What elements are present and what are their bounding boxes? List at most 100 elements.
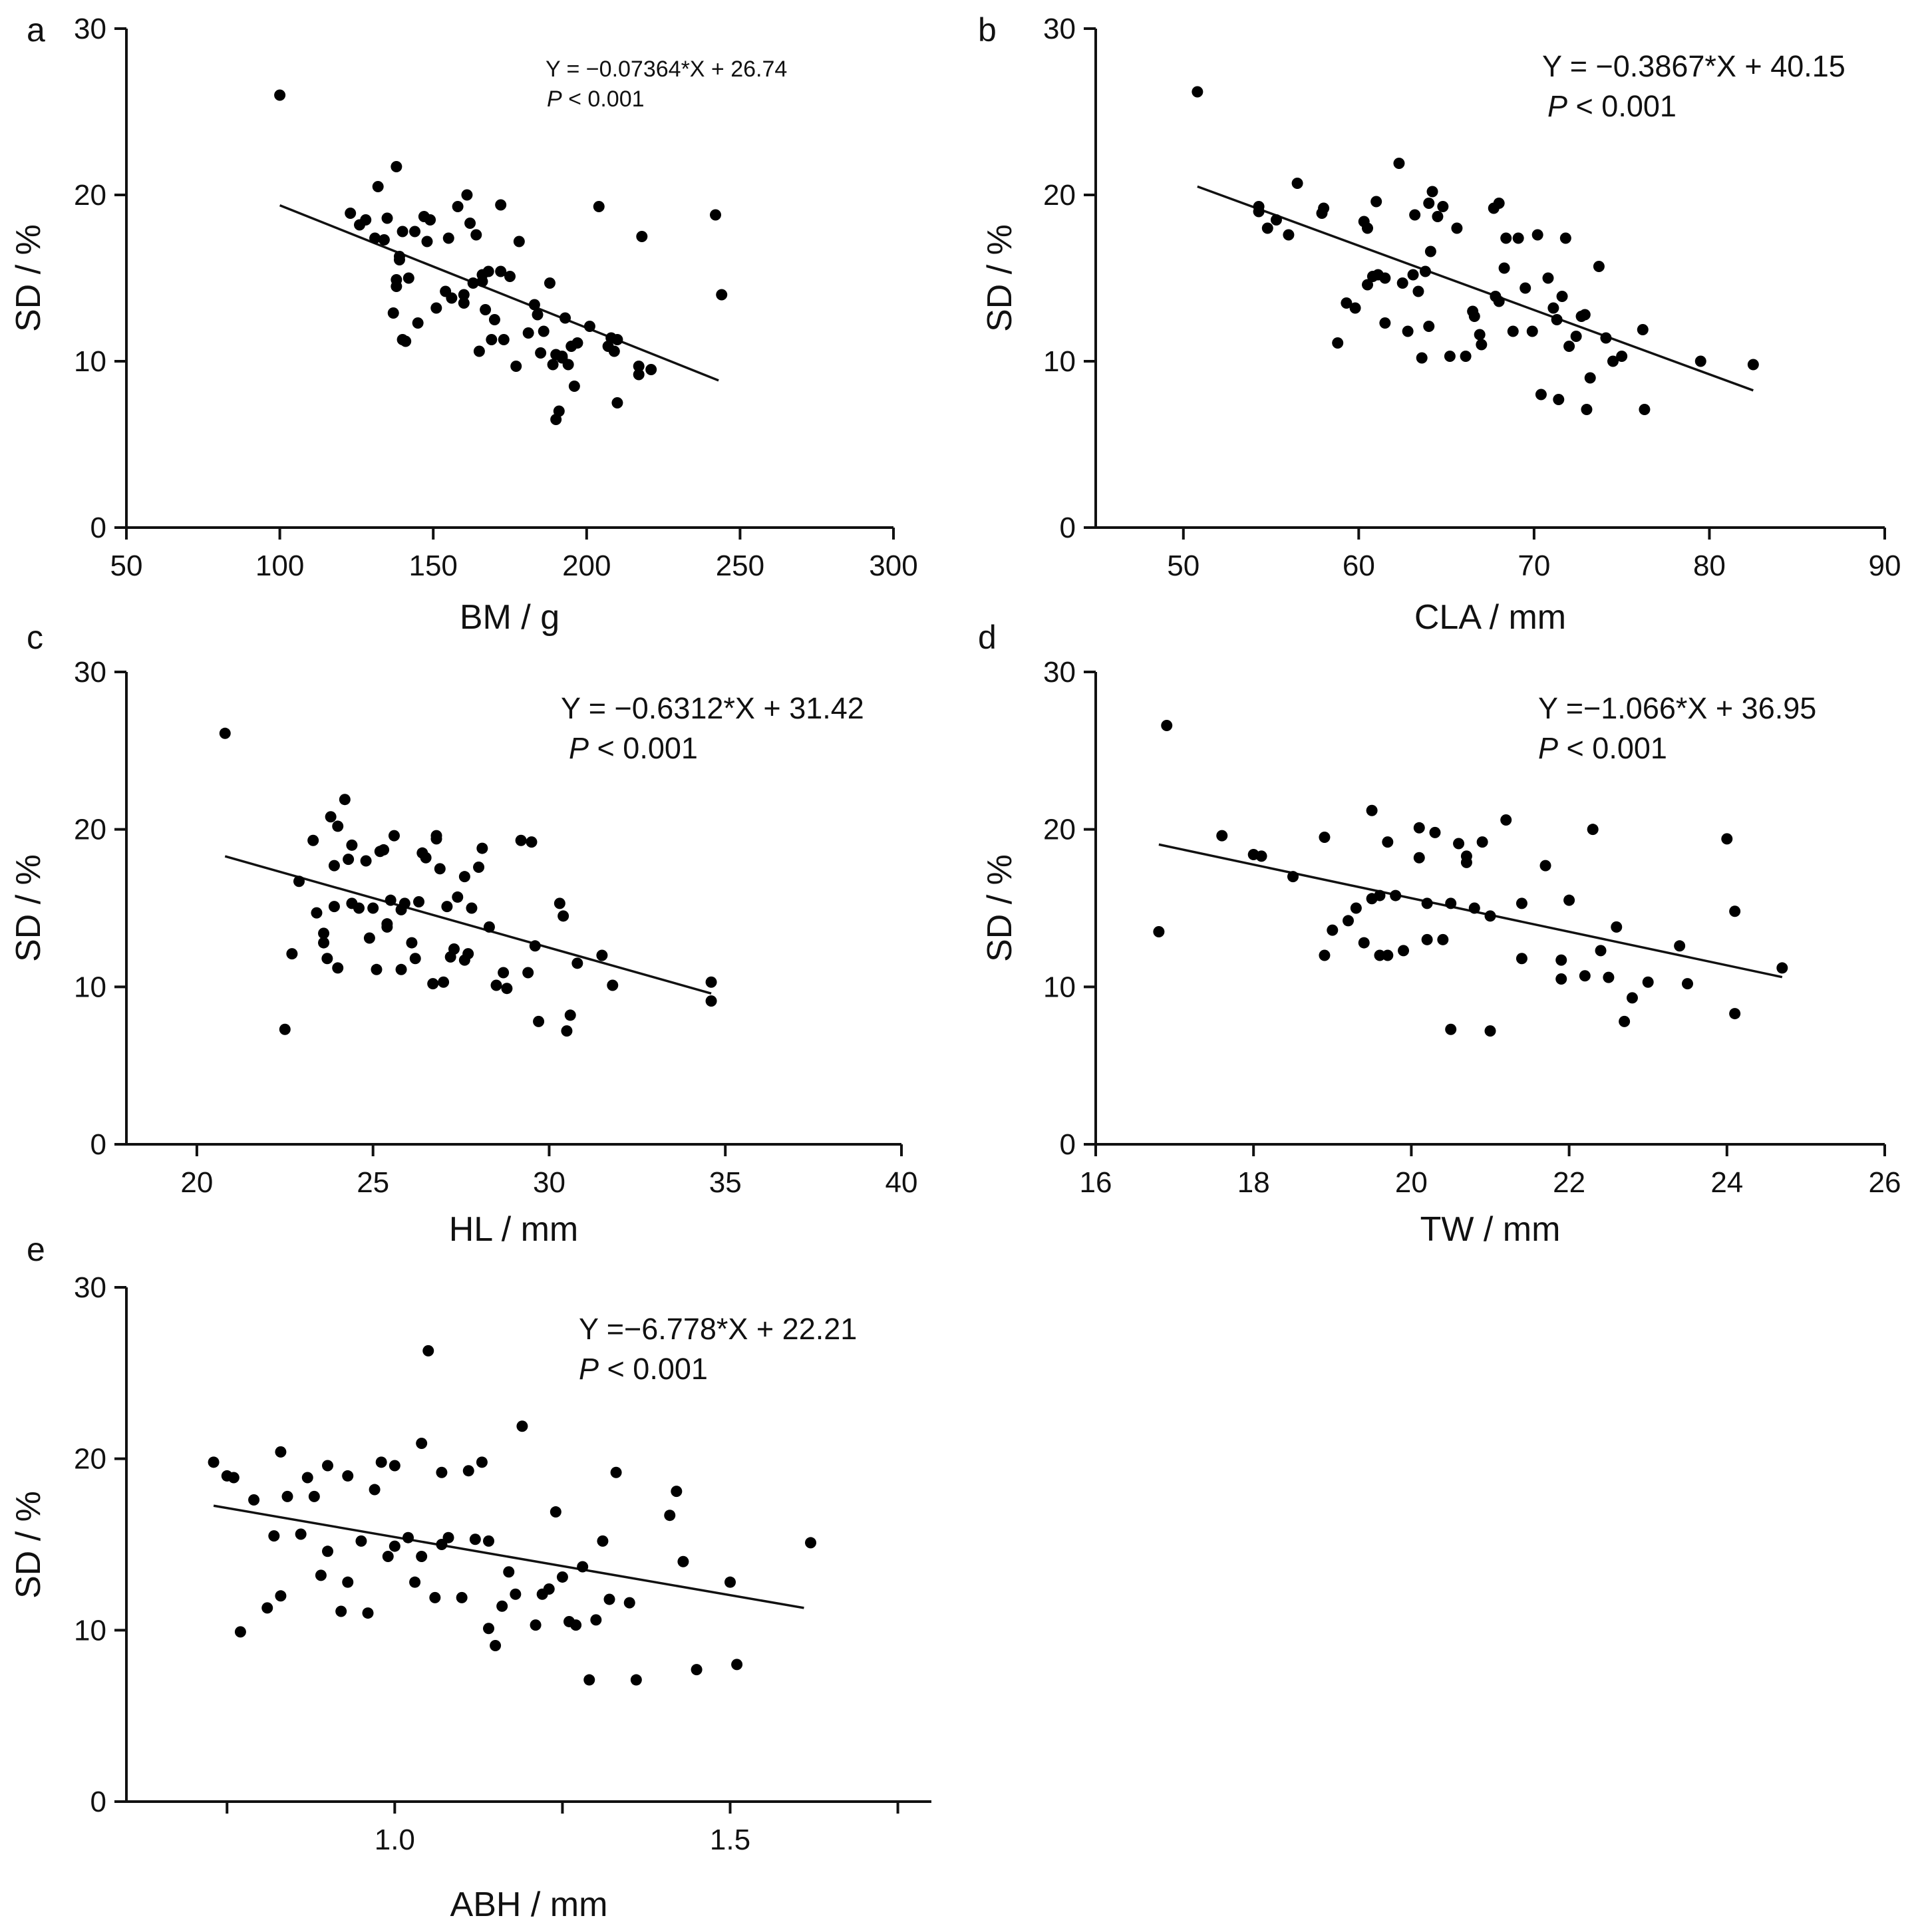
y-tick-label: 20: [1043, 179, 1076, 212]
data-point: [515, 834, 527, 846]
data-point: [1460, 856, 1472, 868]
data-point: [1747, 359, 1759, 371]
data-point: [355, 1535, 367, 1547]
data-point: [446, 292, 458, 304]
data-point: [456, 1591, 468, 1603]
p-symbol: P: [569, 731, 589, 765]
data-point: [406, 937, 418, 949]
data-point: [671, 1486, 683, 1498]
regression-equation: Y = −0.3867*X + 40.15: [1542, 49, 1845, 83]
data-point: [395, 963, 407, 975]
data-point: [550, 1506, 561, 1518]
data-point: [571, 957, 583, 969]
p-symbol: P: [547, 86, 562, 112]
p-value: P < 0.001: [569, 731, 698, 765]
x-tick-label: 16: [1080, 1166, 1112, 1199]
data-point: [496, 1600, 508, 1612]
x-tick-label: 80: [1693, 550, 1726, 582]
regression-equation: Y =−6.778*X + 22.21: [579, 1312, 857, 1346]
y-tick-label: 0: [1060, 512, 1076, 544]
data-points: [208, 1345, 816, 1686]
data-point: [570, 1619, 582, 1631]
data-point: [369, 1484, 381, 1496]
data-point: [345, 208, 357, 219]
y-tick-label: 0: [90, 1128, 106, 1161]
data-point: [461, 189, 473, 201]
data-point: [504, 271, 516, 282]
data-point: [483, 1535, 494, 1547]
data-point: [308, 1490, 320, 1502]
data-point: [389, 1540, 400, 1552]
data-point: [353, 902, 365, 914]
p-threshold: < 0.001: [1558, 731, 1667, 765]
regression-equation: Y = −0.6312*X + 31.42: [561, 691, 864, 725]
data-point: [234, 1626, 246, 1638]
x-tick-label: 1.0: [375, 1824, 415, 1856]
p-value: P < 0.001: [547, 86, 645, 112]
y-tick-label: 10: [74, 1614, 106, 1647]
data-point: [295, 1528, 307, 1540]
y-tick-label: 0: [90, 1786, 106, 1818]
data-point: [1563, 894, 1575, 906]
data-point: [1579, 309, 1591, 321]
data-point: [1559, 232, 1571, 244]
data-point: [1362, 279, 1374, 291]
data-point: [448, 943, 460, 955]
panel-c: c 0 10 20 30 20 25 30 35 40 HL / mm SD / % Y = −0.63…: [9, 619, 917, 1249]
data-point: [1453, 838, 1465, 850]
data-point: [664, 1510, 676, 1522]
data-point: [318, 927, 330, 939]
data-point: [1374, 889, 1386, 901]
p-threshold: < 0.001: [1567, 89, 1677, 123]
data-point: [1319, 832, 1331, 843]
data-point: [590, 1614, 602, 1626]
panel-letter: b: [978, 11, 997, 49]
data-point: [1498, 262, 1510, 274]
y-tick-label: 30: [74, 1271, 106, 1304]
panel-letter: a: [27, 11, 45, 49]
data-point: [1607, 355, 1619, 367]
data-point: [1332, 337, 1344, 349]
data-point: [470, 229, 482, 241]
panel-letter: c: [27, 619, 43, 656]
x-tick-label: 1.5: [710, 1824, 750, 1856]
data-point: [490, 979, 502, 991]
data-point: [1674, 940, 1686, 952]
data-point: [516, 1420, 528, 1432]
data-point: [611, 334, 623, 345]
data-point: [473, 861, 485, 873]
data-point: [1270, 214, 1282, 226]
data-point: [442, 1531, 454, 1543]
data-point: [441, 901, 453, 913]
data-point: [307, 834, 319, 846]
data-point: [268, 1530, 280, 1542]
data-point: [1419, 265, 1431, 277]
data-point: [1507, 325, 1519, 337]
data-point: [1445, 897, 1457, 909]
data-point: [274, 89, 286, 101]
data-point: [1555, 954, 1567, 966]
data-point: [1516, 953, 1527, 965]
data-point: [1637, 324, 1649, 335]
data-point: [538, 325, 550, 337]
data-point: [1390, 889, 1402, 901]
data-point: [1595, 945, 1607, 957]
data-point: [467, 277, 479, 289]
data-point: [402, 272, 414, 284]
data-point: [412, 317, 424, 329]
y-axis-title: SD / %: [9, 224, 48, 332]
data-point: [400, 335, 412, 347]
data-point: [1468, 902, 1480, 914]
data-points: [274, 89, 728, 425]
data-point: [1570, 331, 1582, 342]
data-point: [381, 918, 393, 930]
x-tick-label: 150: [408, 550, 457, 582]
data-point: [1423, 198, 1435, 209]
data-point: [1343, 915, 1355, 927]
data-point: [1520, 282, 1531, 294]
data-point: [1526, 325, 1538, 337]
x-tick-label: 20: [1395, 1166, 1428, 1199]
data-point: [378, 844, 390, 856]
p-value: P < 0.001: [1538, 731, 1667, 765]
